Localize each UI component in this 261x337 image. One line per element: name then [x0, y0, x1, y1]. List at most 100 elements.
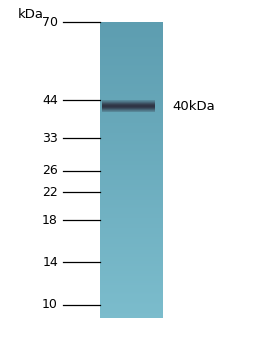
Bar	[100, 66, 163, 67]
Bar	[100, 95, 163, 96]
Bar	[100, 55, 163, 56]
Bar	[100, 267, 163, 268]
Bar	[100, 257, 163, 258]
Bar	[100, 83, 163, 84]
Bar	[100, 67, 163, 68]
Bar	[100, 147, 163, 148]
Bar	[100, 266, 163, 267]
Bar	[100, 253, 163, 254]
Bar	[100, 272, 163, 273]
Bar	[100, 68, 163, 69]
Bar	[100, 87, 163, 88]
Bar	[100, 282, 163, 283]
Bar	[100, 298, 163, 299]
Bar	[100, 31, 163, 32]
Bar	[100, 191, 163, 192]
Text: 26: 26	[42, 164, 58, 178]
Bar	[100, 80, 163, 81]
Bar	[100, 252, 163, 253]
Bar	[100, 133, 163, 134]
Bar	[100, 38, 163, 39]
Bar	[100, 125, 163, 126]
Bar	[100, 148, 163, 149]
Bar	[100, 26, 163, 27]
Bar	[100, 314, 163, 315]
Bar	[100, 207, 163, 208]
Bar	[100, 118, 163, 119]
Bar	[100, 317, 163, 318]
Bar	[100, 220, 163, 221]
Bar	[100, 217, 163, 218]
Bar	[100, 22, 163, 23]
Bar	[100, 285, 163, 286]
Bar	[100, 105, 163, 106]
Bar	[100, 150, 163, 151]
Bar	[100, 93, 163, 94]
Bar	[100, 178, 163, 179]
Bar	[100, 244, 163, 245]
Bar	[100, 258, 163, 259]
Bar	[100, 76, 163, 77]
Bar	[100, 94, 163, 95]
Bar	[100, 206, 163, 207]
Bar	[100, 312, 163, 313]
Bar	[100, 237, 163, 238]
Bar	[100, 316, 163, 317]
Bar	[100, 70, 163, 71]
Bar	[100, 144, 163, 145]
Bar	[100, 90, 163, 91]
Bar	[100, 270, 163, 271]
Bar	[100, 195, 163, 196]
Bar	[100, 179, 163, 180]
Bar	[100, 174, 163, 175]
Bar	[100, 188, 163, 189]
Bar	[100, 224, 163, 225]
Bar	[100, 193, 163, 194]
Bar	[100, 172, 163, 173]
Bar	[100, 261, 163, 262]
Bar	[100, 222, 163, 223]
Bar	[100, 97, 163, 98]
Bar	[100, 171, 163, 172]
Bar	[100, 313, 163, 314]
Bar	[100, 213, 163, 214]
Bar	[100, 283, 163, 284]
Bar	[100, 64, 163, 65]
Bar	[100, 154, 163, 155]
Bar	[100, 84, 163, 85]
Bar	[100, 173, 163, 174]
Bar	[100, 56, 163, 57]
Bar	[100, 72, 163, 73]
Bar	[100, 46, 163, 47]
Bar	[100, 115, 163, 116]
Bar	[100, 197, 163, 198]
Bar	[100, 181, 163, 182]
Bar	[100, 27, 163, 28]
Text: kDa: kDa	[18, 7, 44, 21]
Bar	[100, 107, 163, 108]
Bar	[100, 249, 163, 250]
Bar	[100, 275, 163, 276]
Bar	[100, 301, 163, 302]
Bar	[100, 263, 163, 264]
Bar	[100, 216, 163, 217]
Bar	[100, 290, 163, 292]
Bar	[100, 33, 163, 34]
Bar	[100, 287, 163, 288]
Bar	[100, 39, 163, 40]
Bar	[100, 238, 163, 239]
Bar	[100, 228, 163, 229]
Bar	[100, 153, 163, 154]
Bar	[100, 158, 163, 159]
Bar	[100, 186, 163, 187]
Bar	[100, 311, 163, 312]
Bar	[100, 239, 163, 240]
Text: 22: 22	[42, 185, 58, 198]
Bar	[100, 223, 163, 224]
Text: 10: 10	[42, 299, 58, 311]
Bar	[100, 280, 163, 281]
Bar	[100, 136, 163, 137]
Bar	[100, 53, 163, 54]
Bar	[100, 235, 163, 236]
Bar	[100, 69, 163, 70]
